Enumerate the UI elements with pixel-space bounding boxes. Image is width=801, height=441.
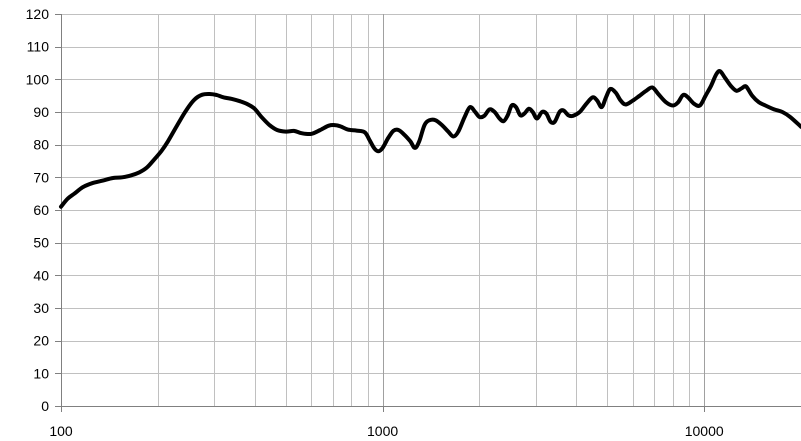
y-tick-label: 60 — [33, 202, 49, 218]
y-tick-label: 90 — [33, 104, 49, 120]
y-tick-label: 0 — [41, 398, 49, 414]
y-tick-label: 10 — [33, 365, 49, 381]
x-tick-label: 100 — [49, 423, 73, 439]
y-tick-label: 30 — [33, 300, 49, 316]
y-tick-label: 110 — [27, 39, 50, 55]
x-tick-labels: 100 1000 10000 — [49, 423, 724, 439]
y-tick-label: 50 — [33, 235, 49, 251]
y-tick-label: 70 — [33, 169, 49, 185]
y-tick-label: 20 — [33, 333, 49, 349]
series-group — [59, 69, 801, 209]
y-tick-label: 40 — [33, 267, 49, 283]
x-tick-label: 10000 — [685, 423, 724, 439]
series-line — [59, 69, 801, 209]
grid — [61, 14, 801, 406]
y-tick-label: 100 — [26, 71, 50, 87]
x-tick-label: 1000 — [367, 423, 398, 439]
y-tick-label: 80 — [33, 137, 49, 153]
y-tick-label: 120 — [26, 6, 50, 22]
axes — [55, 14, 801, 412]
y-tick-labels: 0 10 20 30 40 50 60 70 80 90 100 110 120 — [26, 6, 50, 414]
